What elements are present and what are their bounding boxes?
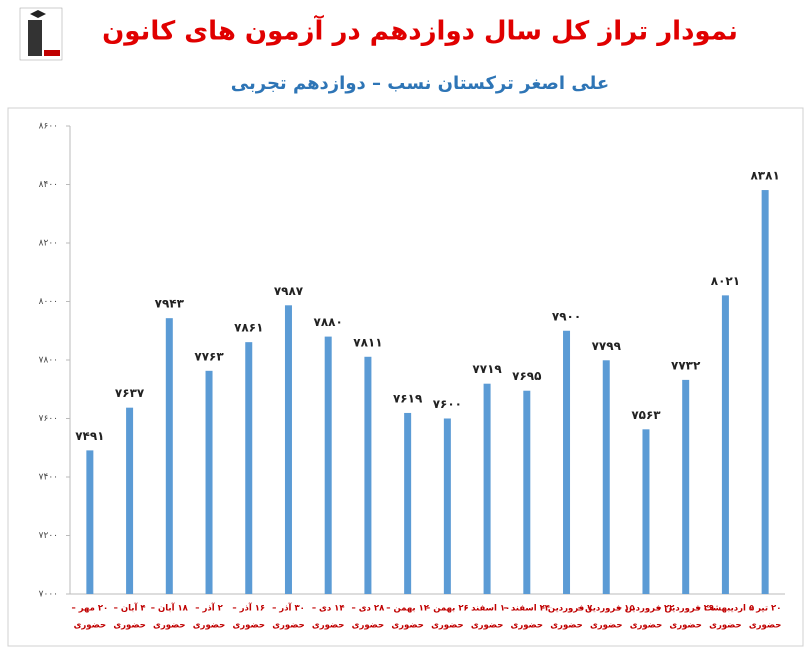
bar [761, 190, 769, 594]
data-label: ۷۶۱۹ [393, 391, 423, 405]
y-tick-label: ۷۰۰۰ [39, 590, 58, 600]
bar [443, 418, 451, 594]
bar [126, 407, 134, 594]
x-tick-label: حضوری [471, 621, 504, 631]
bar [682, 379, 690, 594]
bar [205, 370, 213, 594]
y-tick-label: ۸۶۰۰ [39, 122, 58, 132]
x-tick-label: ۱۵ فروردین – [578, 604, 635, 614]
x-tick-label: حضوری [431, 621, 464, 631]
x-tick-label: ۷ فروردین – [541, 604, 593, 614]
x-tick-label: ۲۰ مهر – [71, 604, 108, 614]
bar [563, 330, 571, 594]
x-tick-label: ۲۸ دی – [352, 604, 386, 614]
data-label: ۷۵۶۳ [631, 408, 661, 422]
bar [642, 429, 650, 594]
logo [19, 7, 63, 61]
x-tick-label: حضوری [193, 621, 226, 631]
bar [165, 318, 173, 594]
x-tick-label: ۲۰ تیر – [749, 604, 782, 614]
x-tick-label: حضوری [352, 621, 385, 631]
y-tick-label: ۸۴۰۰ [39, 180, 58, 190]
x-tick-label: ۱۴ دی – [312, 604, 345, 614]
x-tick-label: حضوری [550, 621, 583, 631]
x-tick-label: حضوری [272, 621, 305, 631]
x-tick-label: حضوری [630, 621, 663, 631]
data-label: ۷۶۳۷ [115, 386, 145, 400]
bar [245, 342, 253, 594]
x-tick-label: حضوری [312, 621, 345, 631]
bar [404, 412, 412, 594]
x-tick-label: ۵ اردیبهشت – [697, 604, 754, 614]
y-tick-label: ۸۲۰۰ [39, 239, 58, 249]
x-tick-label: حضوری [709, 621, 742, 631]
x-tick-label: ۲ آذر – [195, 602, 223, 614]
x-tick-label: ۱۸ آبان – [151, 602, 189, 614]
chart-frame [7, 107, 804, 647]
x-tick-label: حضوری [113, 621, 146, 631]
bar [364, 356, 372, 594]
data-label: ۷۷۹۹ [592, 339, 622, 353]
y-tick-label: ۷۶۰۰ [39, 414, 58, 424]
y-tick-label: ۷۴۰۰ [39, 473, 58, 483]
y-tick-label: ۸۰۰۰ [39, 297, 58, 307]
x-tick-label: حضوری [669, 621, 702, 631]
bar [284, 305, 292, 594]
x-tick-label: حضوری [153, 621, 186, 631]
x-tick-label: حضوری [590, 621, 623, 631]
bar [721, 295, 729, 594]
x-tick-label: ۳۰ آذر – [272, 602, 305, 614]
x-tick-label: ۲۹ فروردین – [657, 604, 715, 614]
data-label: ۷۴۹۱ [75, 429, 104, 443]
bar [523, 390, 531, 594]
data-label: ۷۷۳۲ [671, 358, 701, 372]
x-tick-label: ۱۶ آذر – [232, 602, 265, 614]
x-tick-label: ۲۲ فروردین – [618, 604, 676, 614]
x-tick-label: ۱۲ بهمن – [386, 604, 430, 614]
bar [602, 360, 610, 594]
data-label: ۷۶۹۵ [512, 369, 541, 383]
x-tick-label: حضوری [232, 621, 265, 631]
data-label: ۷۹۸۷ [274, 284, 304, 298]
x-tick-label: حضوری [749, 621, 782, 631]
bar [483, 383, 491, 594]
bar [324, 336, 332, 594]
data-label: ۷۹۴۳ [155, 297, 185, 311]
x-tick-label: ۲۶ بهمن – [426, 604, 469, 614]
bar [86, 450, 94, 594]
x-tick-label: حضوری [391, 621, 424, 631]
data-label: ۷۸۶۱ [234, 321, 263, 335]
data-label: ۷۸۱۱ [353, 335, 382, 349]
x-tick-label: ۱۰ اسفند – [464, 604, 510, 614]
data-label: ۷۹۰۰ [552, 309, 581, 323]
x-tick-label: ۴ آبان – [114, 602, 146, 614]
data-label: ۷۸۸۰ [314, 315, 343, 329]
data-label: ۷۷۱۹ [472, 362, 502, 376]
y-tick-label: ۷۸۰۰ [39, 356, 58, 366]
data-label: ۷۶۰۰ [433, 397, 462, 411]
x-tick-label: ۲۴ اسفند – [504, 604, 550, 614]
data-label: ۸۰۲۱ [711, 274, 740, 288]
x-tick-label: حضوری [74, 621, 107, 631]
chart-subtitle: علی اصغر ترکستان نسب – دوازدهم تجربی [231, 73, 609, 94]
y-tick-label: ۷۲۰۰ [39, 531, 58, 541]
data-label: ۸۳۸۱ [750, 169, 779, 183]
data-label: ۷۷۶۳ [194, 349, 224, 363]
chart-title: نمودار تراز کل سال دوازدهم در آزمون های … [102, 15, 738, 47]
x-tick-label: حضوری [511, 621, 544, 631]
